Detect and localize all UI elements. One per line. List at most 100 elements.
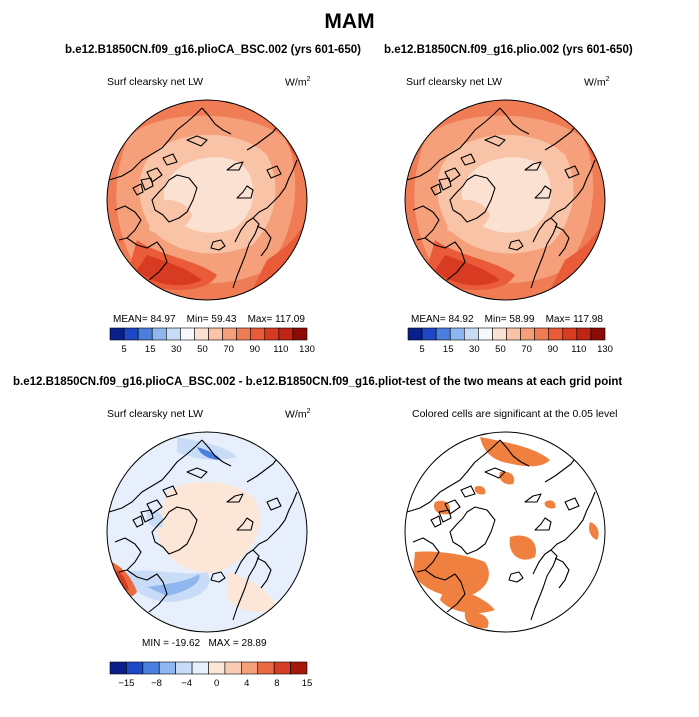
panel1-colorbar-swatch	[250, 327, 266, 341]
panel3-title: b.e12.B1850CN.f09_g16.plioCA_BSC.002 - b…	[13, 376, 421, 388]
panel1-colorbar-tick-label: 50	[197, 344, 208, 355]
panel3-map-boundary	[106, 431, 308, 633]
panel3-colorbar-swatch	[191, 661, 209, 675]
panel4-map-region	[544, 500, 556, 509]
panel1-stats: MEAN= 84.97 Min= 59.43 Max= 117.09	[113, 314, 305, 325]
panel3-stats: MIN = -19.62 MAX = 28.89	[142, 638, 267, 649]
panel1-colorbar-swatch	[292, 327, 308, 341]
panel2-map	[405, 100, 605, 300]
panel2-colorbar-swatch	[478, 327, 493, 341]
panel1-colorbar-swatch	[165, 327, 181, 341]
panel3-colorbar-tick-label: −8	[151, 678, 162, 689]
panel4-map-region	[480, 437, 550, 467]
panel1-colorbar-swatch	[208, 327, 223, 341]
panel1-colorbar-swatch	[278, 327, 294, 341]
panel4-note: Colored cells are significant at the 0.0…	[412, 408, 618, 420]
panel1-colorbar-tick-label: 70	[223, 344, 234, 355]
panel2-colorbar-tick-label: 50	[495, 344, 506, 355]
panel2-stats: MEAN= 84.92 Min= 58.99 Max= 117.98	[411, 314, 603, 325]
panel1-colorbar-tick-label: 130	[299, 344, 315, 355]
panel4-title: t-test of the two means at each grid poi…	[398, 376, 623, 388]
panel4-map-region	[499, 471, 515, 485]
panel1-colorbar-tick-label: 15	[145, 344, 156, 355]
panel1-units: W/m2	[285, 76, 311, 89]
panel2-colorbar-swatch	[534, 327, 550, 341]
panel3-colorbar-swatch	[224, 661, 242, 675]
panel2-colorbar-swatch	[435, 327, 451, 341]
panel1-colorbar-swatch	[236, 327, 252, 341]
panel3-map	[107, 432, 307, 632]
panel2-map-region	[435, 255, 500, 286]
panel3-colorbar-swatch	[241, 661, 259, 675]
panel2-colorbar-tick-label: 90	[547, 344, 558, 355]
panel2-colorbar-swatch	[421, 327, 437, 341]
panel4-map-region	[474, 485, 486, 495]
panel2-colorbar-swatch	[407, 327, 423, 341]
panel1-colorbar-tick-label: 5	[121, 344, 126, 355]
panel2-map-region	[447, 199, 490, 235]
panel1-colorbar-swatch	[137, 327, 153, 341]
panel3-colorbar-swatch	[290, 661, 308, 675]
panel2-colorbar-tick-label: 130	[597, 344, 613, 355]
panel3-colorbar-tick-label: −15	[118, 678, 134, 689]
map-area: 5 15 30 50 70 90 110 130 5 15 30 50 70 90 110 130 −15 −8 −…	[106, 99, 613, 689]
panel3-map-region	[197, 447, 221, 460]
panel3-colorbar-swatch	[175, 661, 193, 675]
panel2-units: W/m2	[584, 76, 610, 89]
panel3-colorbar-tick-label: 15	[302, 678, 313, 689]
panel1-colorbar-swatch	[180, 327, 195, 341]
panel1-colorbar-swatch	[194, 327, 209, 341]
panel1-colorbar-swatch	[151, 327, 167, 341]
panel2-colorbar-swatch	[562, 327, 578, 341]
panel1-colorbar-tick-label: 110	[273, 344, 288, 355]
panel4-map-region	[509, 535, 536, 560]
panel3-variable-label: Surf clearsky net LW	[107, 408, 204, 420]
panel3-colorbar-swatch	[126, 661, 144, 675]
panel2-colorbar-swatch	[449, 327, 465, 341]
panel3-colorbar-swatch	[142, 661, 160, 675]
panel3-colorbar-tick-label: 0	[214, 678, 219, 689]
panel1-title: b.e12.B1850CN.f09_g16.plioCA_BSC.002 (yr…	[65, 44, 361, 56]
panel1-colorbar-tick-label: 90	[249, 344, 260, 355]
panel1-map	[107, 100, 307, 300]
panel4-map-region	[464, 611, 489, 629]
panel3-colorbar-tick-label: −4	[181, 678, 192, 689]
panel1-colorbar-tick-label: 30	[171, 344, 182, 355]
panel2-colorbar-tick-label: 110	[571, 344, 586, 355]
panel2-colorbar-swatch	[520, 327, 535, 341]
panel3-colorbar-swatch	[273, 661, 291, 675]
panel2-title: b.e12.B1850CN.f09_g16.plio.002 (yrs 601-…	[384, 44, 633, 56]
panel2-map-boundary	[404, 99, 606, 301]
panel3-colorbar-swatch	[158, 661, 176, 675]
panel2-colorbar-swatch	[506, 327, 521, 341]
panel4-map	[405, 432, 605, 632]
panel3-units: W/m2	[285, 408, 311, 421]
panel2-colorbar: 5 15 30 50 70 90 110 130	[407, 327, 613, 355]
panel3-map-region	[115, 570, 129, 590]
panel3-colorbar-swatch	[257, 661, 275, 675]
panel3-colorbar-swatch	[109, 661, 127, 675]
panel1-map-region	[137, 255, 202, 286]
panel3-map-region	[177, 437, 237, 460]
panel1-map-boundary	[106, 99, 308, 301]
panel1-colorbar-swatch	[123, 327, 139, 341]
panel2-colorbar-swatch	[576, 327, 592, 341]
panel2-colorbar-tick-label: 70	[521, 344, 532, 355]
panel1-map-region	[149, 199, 192, 235]
panel1-colorbar-swatch	[264, 327, 280, 341]
panel1-colorbar-swatch	[109, 327, 125, 341]
panel4-map-boundary	[404, 431, 606, 633]
panel1-variable-label: Surf clearsky net LW	[107, 76, 204, 88]
panel3-colorbar: −15 −8 −4 0 4 8 15	[109, 661, 313, 689]
panel1-colorbar-swatch	[222, 327, 237, 341]
panel2-colorbar-swatch	[548, 327, 564, 341]
panel2-colorbar-tick-label: 5	[419, 344, 424, 355]
panel2-colorbar-swatch	[463, 327, 479, 341]
panel3-map-region	[147, 574, 200, 596]
panel4-map-region	[588, 522, 599, 540]
panel2-colorbar-swatch	[492, 327, 507, 341]
panel3-colorbar-tick-label: 8	[274, 678, 279, 689]
panel3-colorbar-swatch	[208, 661, 226, 675]
panel2-colorbar-tick-label: 30	[469, 344, 480, 355]
